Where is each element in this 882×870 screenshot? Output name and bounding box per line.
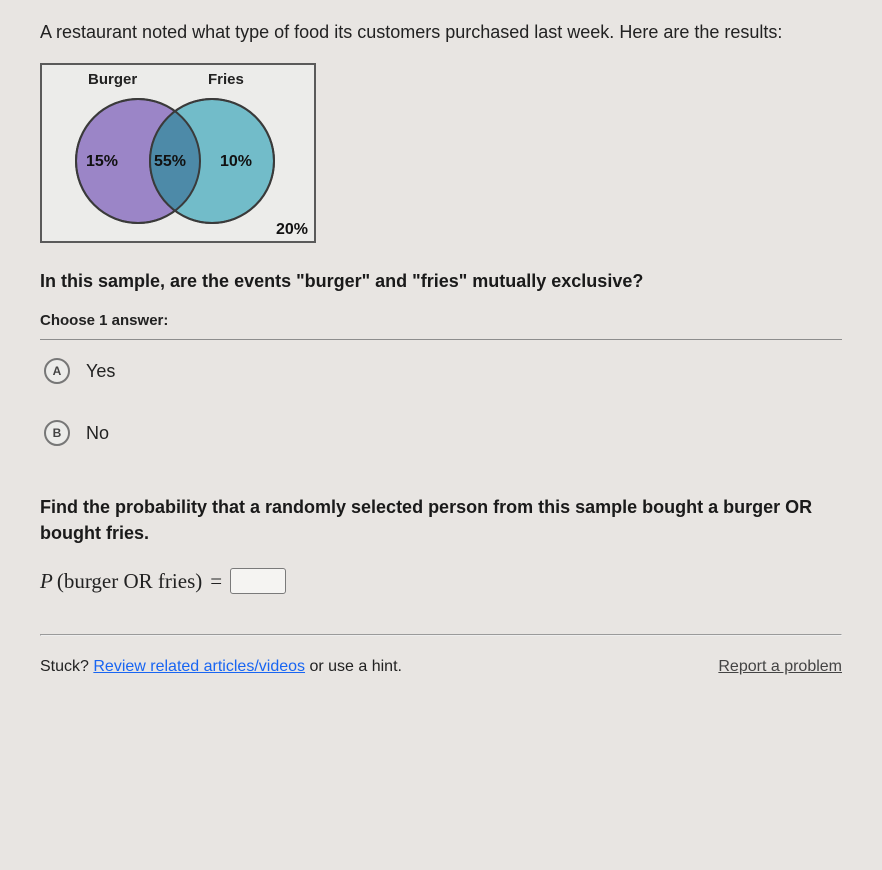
choice-text-b: No (86, 423, 109, 444)
venn-left-pct: 15% (86, 153, 118, 171)
choose-label: Choose 1 answer: (40, 312, 842, 329)
eq-equals: = (210, 569, 222, 594)
venn-intersection-pct: 55% (154, 153, 186, 171)
choice-a[interactable]: A Yes (40, 340, 842, 402)
venn-outside-pct: 20% (276, 221, 308, 239)
review-link[interactable]: Review related articles/videos (93, 658, 305, 675)
stuck-text: Stuck? Review related articles/videos or… (40, 658, 402, 676)
choice-text-a: Yes (86, 361, 115, 382)
report-problem-link[interactable]: Report a problem (718, 658, 842, 676)
venn-right-label: Fries (208, 71, 244, 88)
answer-input[interactable] (230, 568, 286, 594)
question-2: Find the probability that a randomly sel… (40, 494, 842, 546)
probability-equation: P (burger OR fries) = (40, 568, 842, 594)
venn-right-pct: 10% (220, 153, 252, 171)
intro-text: A restaurant noted what type of food its… (40, 20, 842, 45)
footer-divider (40, 634, 842, 636)
footer-row: Stuck? Review related articles/videos or… (40, 658, 842, 676)
choice-letter-a: A (44, 358, 70, 384)
eq-paren: (burger OR fries) (57, 569, 202, 594)
stuck-prefix: Stuck? (40, 658, 93, 675)
venn-left-label: Burger (88, 71, 137, 88)
eq-P: P (40, 569, 53, 594)
choice-b[interactable]: B No (40, 402, 842, 464)
venn-diagram: Burger Fries 15% 55% 10% 20% (40, 63, 316, 243)
stuck-suffix: or use a hint. (305, 658, 402, 675)
choice-letter-b: B (44, 420, 70, 446)
question-1: In this sample, are the events "burger" … (40, 271, 842, 292)
